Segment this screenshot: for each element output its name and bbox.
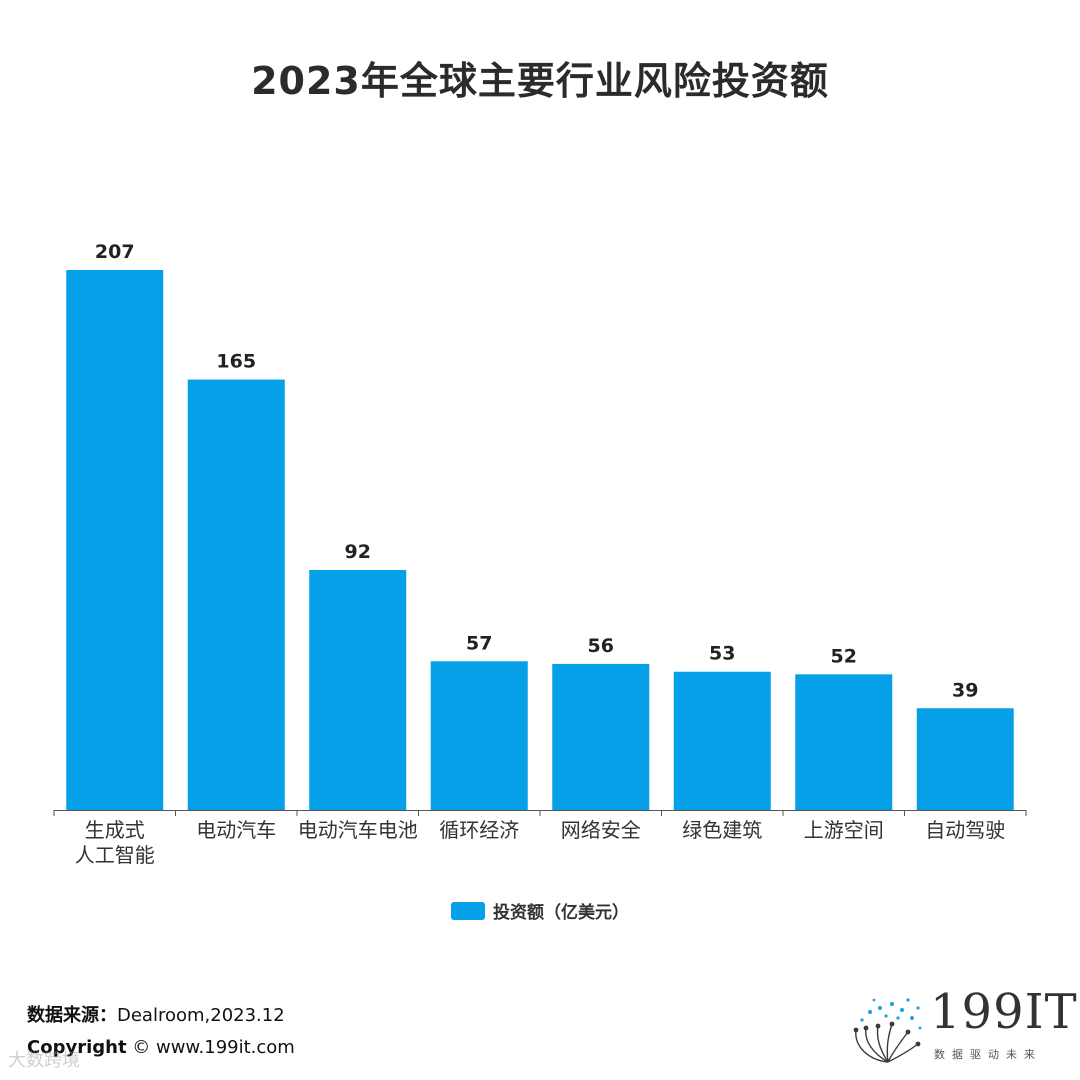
source-label: 数据来源： [27, 1005, 117, 1026]
legend-label: 投资额（亿美元） [493, 903, 629, 923]
source-value: Dealroom,2023.12 [117, 1005, 285, 1026]
x-tick-label: 循环经济 [439, 818, 519, 842]
x-tick-label: 自动驾驶 [925, 818, 1005, 842]
bar [795, 674, 893, 810]
bar [430, 661, 528, 810]
data-source: 数据来源：Dealroom,2023.12 [27, 1001, 285, 1027]
data-label: 165 [216, 351, 256, 373]
bar [552, 663, 650, 810]
copyright-label: Copyright [27, 1037, 127, 1058]
data-label: 53 [709, 643, 735, 665]
bar [66, 270, 164, 810]
bar [916, 708, 1014, 810]
x-tick-label: 网络安全 [561, 818, 641, 842]
copyright: Copyright © www.199it.com [27, 1037, 295, 1058]
bar [309, 570, 407, 810]
x-tick-label: 电动汽车电池 [298, 818, 418, 842]
data-label: 57 [466, 632, 492, 654]
logo-text: 199IT [930, 984, 1078, 1040]
logo: 199IT 数据驱动未来 [848, 984, 1077, 1070]
data-label: 39 [952, 679, 978, 701]
x-tick-label: 人工智能 [75, 843, 155, 867]
data-label: 56 [588, 635, 614, 657]
bar [187, 379, 285, 810]
data-label: 52 [831, 645, 857, 667]
watermark: 大数跨境 [8, 1050, 80, 1071]
bar [673, 671, 771, 810]
x-tick-label: 绿色建筑 [682, 818, 762, 842]
data-label: 207 [95, 241, 135, 263]
logo-subtitle: 数据驱动未来 [934, 1048, 1042, 1061]
legend-swatch [451, 901, 485, 920]
logo-dots-icon [853, 998, 922, 1063]
chart-title: 2023年全球主要行业风险投资额 [251, 59, 829, 103]
legend: 投资额（亿美元） [0, 898, 1080, 923]
copyright-value: © www.199it.com [132, 1037, 295, 1058]
x-tick-label: 上游空间 [804, 818, 884, 842]
x-tick-label: 电动汽车 [196, 818, 276, 842]
x-tick-label: 生成式 [85, 818, 145, 842]
data-label: 92 [345, 541, 371, 563]
